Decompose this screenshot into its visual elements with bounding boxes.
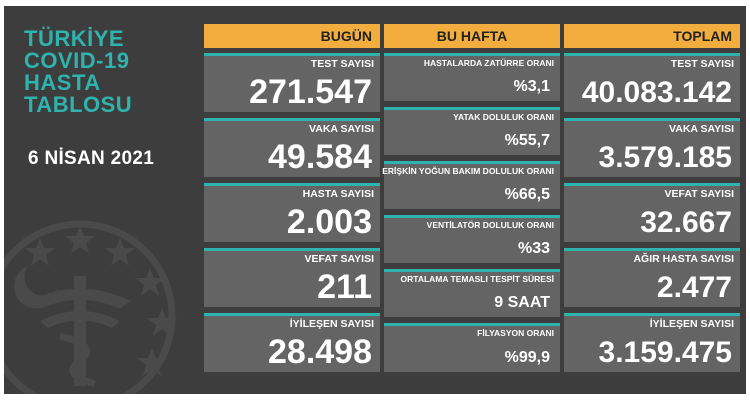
dashboard-title: TÜRKİYE COVID-19 HASTA TABLOSU: [24, 28, 132, 116]
total-case-card: VAKA SAYISI 3.579.185: [564, 118, 740, 177]
card-value: 271.547: [249, 73, 372, 111]
report-date: 6 NİSAN 2021: [28, 148, 155, 169]
card-label: TEST SAYISI: [670, 58, 734, 70]
total-death-card: VEFAT SAYISI 32.667: [564, 183, 740, 242]
week-icu-card: ERİŞKİN YOĞUN BAKIM DOLULUK ORANI %66,5: [382, 161, 560, 209]
card-value: 2.477: [656, 271, 732, 304]
week-contact-card: ORTALAMA TEMASLI TESPİT SÜRESİ 9 SAAT: [384, 269, 560, 317]
today-patient-card: HASTA SAYISI 2.003: [204, 183, 380, 242]
card-label: HASTALARDA ZATÜRRE ORANI: [423, 58, 554, 68]
card-value: %66,5: [504, 186, 550, 203]
card-label: FİLYASYON ORANI: [477, 328, 554, 338]
total-severe-card: AĞIR HASTA SAYISI 2.477: [564, 248, 740, 307]
title-line: HASTA: [24, 70, 101, 95]
title-line: TÜRKİYE: [24, 26, 125, 51]
card-label: İYİLEŞEN SAYISI: [649, 318, 734, 330]
card-value: 3.579.185: [598, 141, 732, 174]
card-value: 28.498: [268, 333, 372, 371]
card-value: 49.584: [268, 138, 372, 176]
card-label: VAKA SAYISI: [309, 123, 374, 135]
week-filiation-card: FİLYASYON ORANI %99,9: [384, 323, 560, 372]
card-value: 32.667: [640, 206, 732, 239]
card-label: HASTA SAYISI: [302, 188, 374, 200]
today-case-card: VAKA SAYISI 49.584: [204, 118, 380, 177]
week-column: BU HAFTA HASTALARDA ZATÜRRE ORANI %3,1 Y…: [382, 24, 560, 372]
card-label: VEFAT SAYISI: [664, 188, 734, 200]
today-recovered-card: İYİLEŞEN SAYISI 28.498: [204, 313, 380, 372]
title-line: COVID-19: [24, 48, 130, 73]
card-label: YATAK DOLULUK ORANI: [453, 112, 554, 122]
week-ventilator-card: VENTİLATÖR DOLULUK ORANI %33: [384, 215, 560, 263]
week-header: BU HAFTA: [384, 24, 560, 48]
card-value: %99,9: [504, 349, 550, 366]
title-line: TABLOSU: [24, 92, 133, 117]
card-value: 3.159.475: [598, 336, 732, 369]
today-column: BUGÜN TEST SAYISI 271.547 VAKA SAYISI 49…: [204, 24, 380, 372]
today-test-card: TEST SAYISI 271.547: [204, 53, 380, 112]
card-value: 211: [317, 268, 372, 306]
card-label: VEFAT SAYISI: [304, 253, 374, 265]
card-label: VENTİLATÖR DOLULUK ORANI: [426, 220, 554, 230]
week-bed-card: YATAK DOLULUK ORANI %55,7: [384, 107, 560, 155]
card-label: AĞIR HASTA SAYISI: [633, 253, 734, 265]
week-pneumonia-card: HASTALARDA ZATÜRRE ORANI %3,1: [384, 53, 560, 101]
card-label: İYİLEŞEN SAYISI: [289, 318, 374, 330]
card-label: VAKA SAYISI: [669, 123, 734, 135]
card-value: 2.003: [286, 203, 372, 241]
card-value: 40.083.142: [581, 76, 732, 109]
total-test-card: TEST SAYISI 40.083.142: [564, 53, 740, 112]
card-label: TEST SAYISI: [310, 58, 374, 70]
card-value: 9 SAAT: [494, 294, 550, 311]
covid-dashboard: TÜRKİYE COVID-19 HASTA TABLOSU 6 NİSAN 2…: [4, 6, 746, 394]
total-recovered-card: İYİLEŞEN SAYISI 3.159.475: [564, 313, 740, 372]
card-value: %55,7: [504, 132, 550, 149]
card-label: ORTALAMA TEMASLI TESPİT SÜRESİ: [400, 274, 554, 284]
today-death-card: VEFAT SAYISI 211: [204, 248, 380, 307]
total-column: TOPLAM TEST SAYISI 40.083.142 VAKA SAYIS…: [564, 24, 740, 372]
card-label: ERİŞKİN YOĞUN BAKIM DOLULUK ORANI: [382, 166, 554, 176]
card-value: %3,1: [513, 78, 550, 95]
ministry-of-health-emblem-icon: [4, 220, 177, 394]
today-header: BUGÜN: [204, 24, 380, 48]
card-value: %33: [517, 240, 550, 257]
total-header: TOPLAM: [564, 24, 740, 48]
